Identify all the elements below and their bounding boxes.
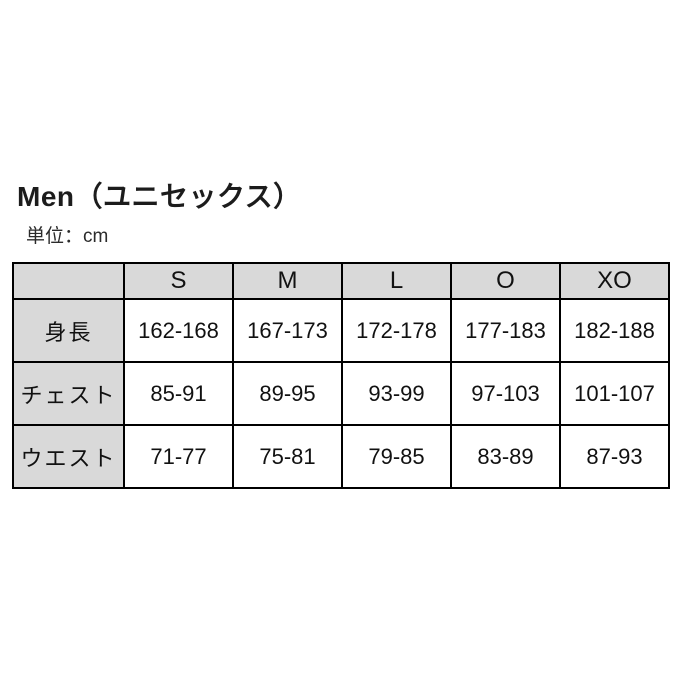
header-cell-size-xo: XO bbox=[559, 262, 670, 300]
waist-value-l: 79-85 bbox=[341, 424, 452, 489]
height-value-m: 167-173 bbox=[232, 298, 343, 363]
page-title: Men（ユニセックス） bbox=[17, 181, 302, 212]
height-value-s: 162-168 bbox=[123, 298, 234, 363]
waist-value-xo: 87-93 bbox=[559, 424, 670, 489]
height-value-o: 177-183 bbox=[450, 298, 561, 363]
row-label-height: 身長 bbox=[12, 298, 125, 363]
waist-value-s: 71-77 bbox=[123, 424, 234, 489]
size-table: S M L O XO 身長 162-168 167-173 172-178 17… bbox=[12, 262, 670, 489]
unit-label: 単位：cm bbox=[26, 226, 109, 247]
header-cell-size-s: S bbox=[123, 262, 234, 300]
waist-value-m: 75-81 bbox=[232, 424, 343, 489]
size-table-header-row: S M L O XO bbox=[12, 262, 670, 300]
table-row-waist: ウエスト 71-77 75-81 79-85 83-89 87-93 bbox=[12, 424, 670, 489]
row-label-chest: チェスト bbox=[12, 361, 125, 426]
chest-value-m: 89-95 bbox=[232, 361, 343, 426]
row-label-waist: ウエスト bbox=[12, 424, 125, 489]
header-cell-size-l: L bbox=[341, 262, 452, 300]
header-cell-size-m: M bbox=[232, 262, 343, 300]
waist-value-o: 83-89 bbox=[450, 424, 561, 489]
height-value-l: 172-178 bbox=[341, 298, 452, 363]
height-value-xo: 182-188 bbox=[559, 298, 670, 363]
chest-value-xo: 101-107 bbox=[559, 361, 670, 426]
header-corner-cell bbox=[12, 262, 125, 300]
chest-value-s: 85-91 bbox=[123, 361, 234, 426]
table-row-height: 身長 162-168 167-173 172-178 177-183 182-1… bbox=[12, 298, 670, 363]
table-row-chest: チェスト 85-91 89-95 93-99 97-103 101-107 bbox=[12, 361, 670, 426]
chest-value-o: 97-103 bbox=[450, 361, 561, 426]
chest-value-l: 93-99 bbox=[341, 361, 452, 426]
header-cell-size-o: O bbox=[450, 262, 561, 300]
